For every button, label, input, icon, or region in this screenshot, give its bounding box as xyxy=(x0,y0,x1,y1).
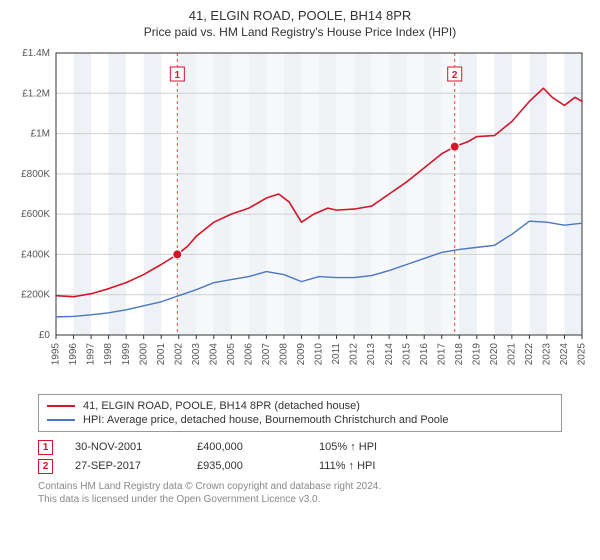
legend-label: 41, ELGIN ROAD, POOLE, BH14 8PR (detache… xyxy=(83,400,360,412)
svg-text:2010: 2010 xyxy=(314,342,325,365)
svg-text:£1.2M: £1.2M xyxy=(22,88,50,99)
marker-row: 1 30-NOV-2001 £400,000 105% ↑ HPI xyxy=(38,438,562,457)
legend-label: HPI: Average price, detached house, Bour… xyxy=(83,414,448,426)
svg-text:1997: 1997 xyxy=(86,342,97,365)
svg-text:2000: 2000 xyxy=(138,342,149,365)
marker-date: 30-NOV-2001 xyxy=(75,441,175,453)
svg-text:2005: 2005 xyxy=(226,342,237,365)
svg-text:2022: 2022 xyxy=(524,342,535,365)
svg-text:2002: 2002 xyxy=(173,342,184,365)
svg-text:£600K: £600K xyxy=(21,209,50,220)
svg-text:2013: 2013 xyxy=(366,342,377,365)
svg-text:2018: 2018 xyxy=(454,342,465,365)
marker-price: £400,000 xyxy=(197,441,297,453)
marker-pct: 111% ↑ HPI xyxy=(319,460,419,472)
svg-text:2001: 2001 xyxy=(156,342,167,365)
svg-text:2024: 2024 xyxy=(559,342,570,365)
svg-text:2016: 2016 xyxy=(419,342,430,365)
svg-text:2007: 2007 xyxy=(261,342,272,365)
svg-text:2011: 2011 xyxy=(331,342,342,364)
marker-row: 2 27-SEP-2017 £935,000 111% ↑ HPI xyxy=(38,457,562,476)
page-subtitle: Price paid vs. HM Land Registry's House … xyxy=(8,25,592,39)
svg-text:2: 2 xyxy=(452,70,458,81)
footnote: Contains HM Land Registry data © Crown c… xyxy=(38,480,562,507)
legend-swatch xyxy=(47,405,75,407)
svg-text:2003: 2003 xyxy=(191,342,202,365)
svg-text:1998: 1998 xyxy=(103,342,114,365)
legend-swatch xyxy=(47,419,75,421)
svg-text:£800K: £800K xyxy=(21,169,50,180)
marker-table: 1 30-NOV-2001 £400,000 105% ↑ HPI 2 27-S… xyxy=(38,438,562,476)
svg-text:1: 1 xyxy=(175,70,181,81)
svg-text:2021: 2021 xyxy=(507,342,518,365)
svg-text:1995: 1995 xyxy=(51,342,62,365)
svg-text:2008: 2008 xyxy=(279,342,290,365)
legend: 41, ELGIN ROAD, POOLE, BH14 8PR (detache… xyxy=(38,394,562,432)
svg-text:2004: 2004 xyxy=(208,342,219,365)
legend-item: 41, ELGIN ROAD, POOLE, BH14 8PR (detache… xyxy=(47,399,553,413)
legend-item: HPI: Average price, detached house, Bour… xyxy=(47,413,553,427)
svg-text:£200K: £200K xyxy=(21,290,50,301)
svg-text:£400K: £400K xyxy=(21,249,50,260)
svg-text:£1.4M: £1.4M xyxy=(22,48,50,59)
svg-text:1999: 1999 xyxy=(121,342,132,365)
marker-price: £935,000 xyxy=(197,460,297,472)
price-chart: £0 £200K £400K £600K £800K £1M £1.2M £1.4M 1995 1… xyxy=(8,45,592,390)
svg-text:1996: 1996 xyxy=(68,342,79,365)
footnote-line: This data is licensed under the Open Gov… xyxy=(38,493,562,507)
svg-text:2009: 2009 xyxy=(296,342,307,365)
marker-date: 27-SEP-2017 xyxy=(75,460,175,472)
svg-text:2023: 2023 xyxy=(542,342,553,365)
svg-text:2012: 2012 xyxy=(349,342,360,365)
svg-text:£0: £0 xyxy=(39,330,51,341)
footnote-line: Contains HM Land Registry data © Crown c… xyxy=(38,480,562,494)
svg-text:2025: 2025 xyxy=(577,342,588,365)
svg-text:2019: 2019 xyxy=(471,342,482,365)
page-title: 41, ELGIN ROAD, POOLE, BH14 8PR xyxy=(8,8,592,25)
svg-text:£1M: £1M xyxy=(31,128,50,139)
marker-badge: 2 xyxy=(38,459,53,474)
svg-text:2017: 2017 xyxy=(436,342,447,365)
marker-badge: 1 xyxy=(38,440,53,455)
svg-text:2006: 2006 xyxy=(244,342,255,365)
svg-text:2014: 2014 xyxy=(384,342,395,365)
svg-text:2015: 2015 xyxy=(401,342,412,365)
svg-text:2020: 2020 xyxy=(489,342,500,365)
marker-pct: 105% ↑ HPI xyxy=(319,441,419,453)
